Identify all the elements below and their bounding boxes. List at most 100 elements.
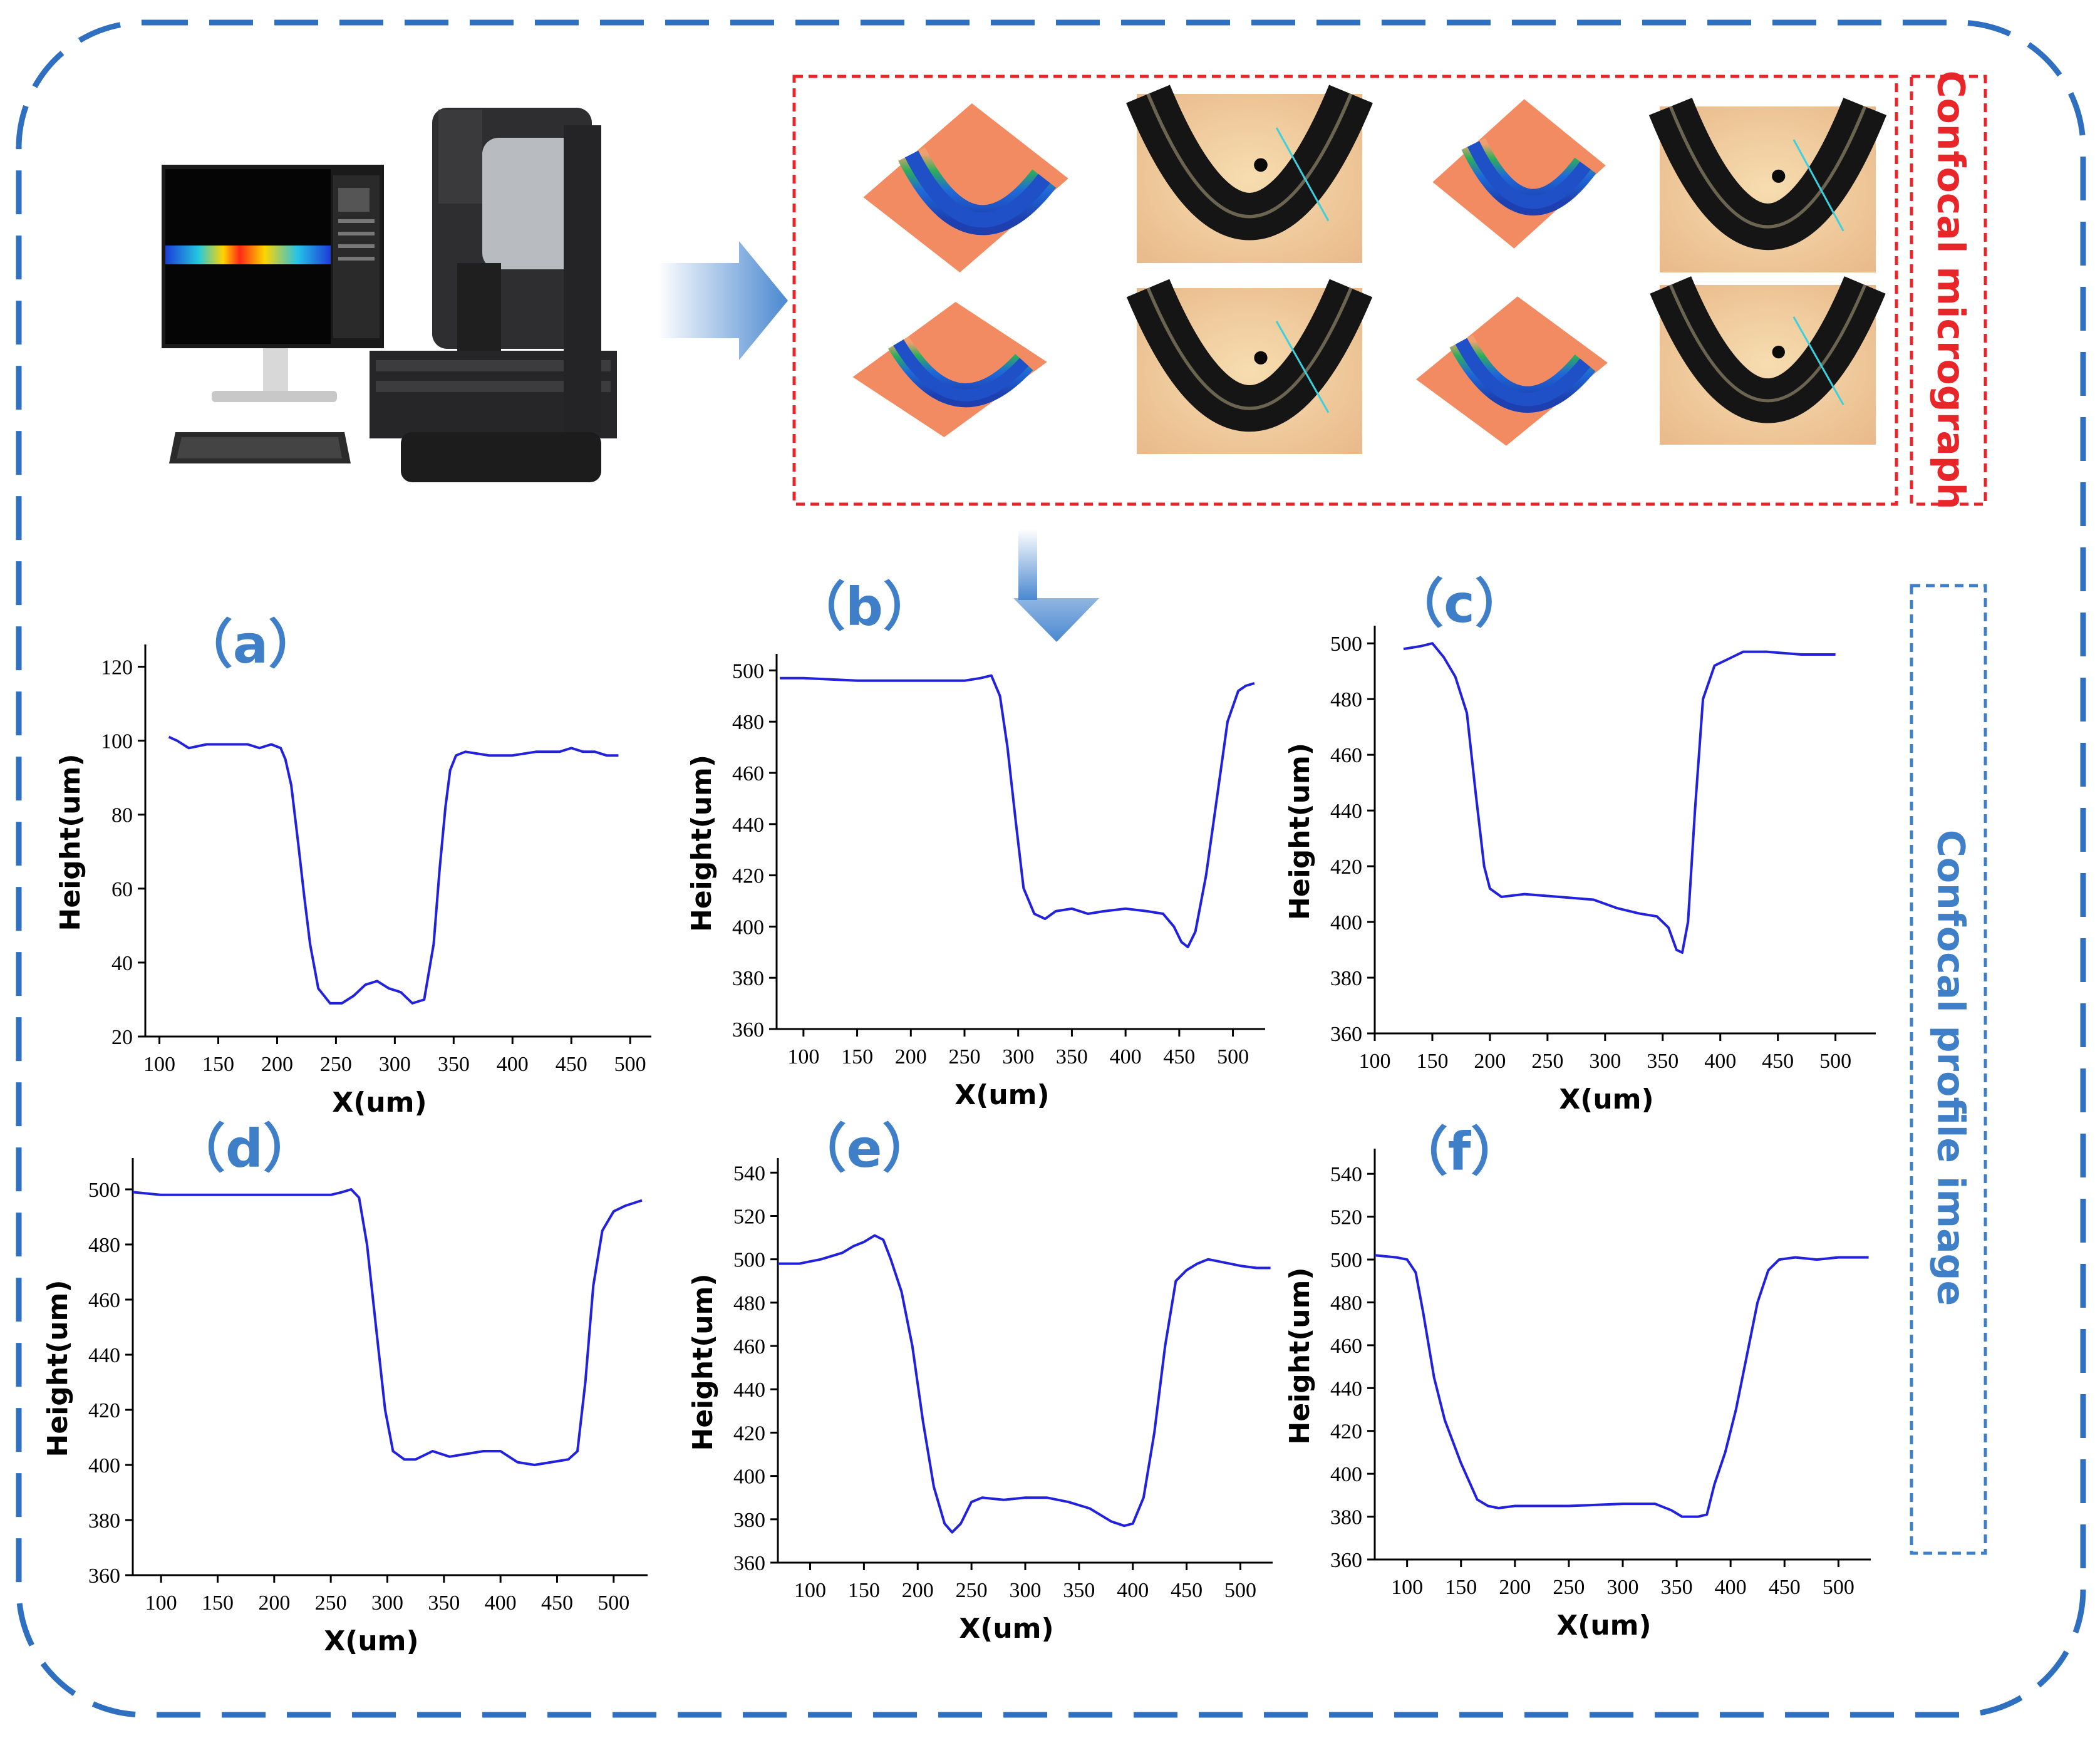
y-tick-label: 480 <box>733 1292 765 1315</box>
panel-label: （c） <box>1391 573 1528 634</box>
x-tick-label: 100 <box>1359 1050 1391 1073</box>
y-tick-label: 380 <box>1330 1506 1362 1529</box>
y-tick-label: 360 <box>1330 1023 1362 1046</box>
x-tick-label: 300 <box>1589 1050 1621 1073</box>
y-tick-label: 60 <box>111 878 133 901</box>
chart-d: （d） 100 150 200 250 300 350 400 450 500 360 380 400 4… <box>42 1118 648 1657</box>
x-axis-label: X(um) <box>954 1079 1049 1111</box>
x-tick-label: 250 <box>949 1045 981 1068</box>
flow-arrow-right-icon <box>658 241 788 360</box>
panel-label: （a） <box>180 614 321 675</box>
y-tick-label: 420 <box>1330 856 1362 879</box>
chart-b: （b） 100 150 200 250 300 350 400 450 500 360 380 400 4… <box>686 576 1265 1111</box>
chart-f: （f） 100 150 200 250 300 350 400 450 500 360 380 400 4… <box>1284 1121 1871 1642</box>
x-axis-label: X(um) <box>959 1613 1053 1645</box>
x-tick-label: 450 <box>1171 1579 1203 1602</box>
height-map-3d-image <box>1432 99 1606 249</box>
y-tick-label: 120 <box>101 656 133 680</box>
x-tick-label: 300 <box>1010 1579 1042 1602</box>
flow-arrow-down-icon <box>1013 529 1099 642</box>
x-tick-label: 200 <box>261 1053 293 1076</box>
y-tick-label: 40 <box>111 952 133 975</box>
y-tick-label: 400 <box>1330 1463 1362 1486</box>
x-tick-label: 100 <box>145 1591 177 1615</box>
x-tick-label: 200 <box>258 1591 290 1615</box>
x-tick-label: 150 <box>202 1053 234 1076</box>
profile-line <box>168 735 619 1005</box>
micrograph-label-box <box>1910 75 1987 506</box>
y-tick-label: 440 <box>1330 1377 1362 1400</box>
x-tick-label: 250 <box>1531 1050 1563 1073</box>
x-axis-label: X(um) <box>332 1087 427 1119</box>
panel-label: （b） <box>793 576 936 638</box>
y-tick-label: 420 <box>1330 1420 1362 1444</box>
instrument-illustration <box>162 108 617 482</box>
x-tick-label: 400 <box>497 1053 529 1076</box>
y-tick-label: 420 <box>88 1399 120 1422</box>
confocal-microscope-icon <box>370 108 617 482</box>
y-axis-label: Height(um) <box>686 755 718 932</box>
x-tick-label: 250 <box>1553 1576 1585 1599</box>
profile-line <box>1374 1254 1869 1518</box>
y-tick-label: 380 <box>88 1509 120 1533</box>
y-tick-label: 440 <box>732 814 764 837</box>
x-tick-label: 500 <box>1819 1050 1851 1073</box>
y-tick-label: 540 <box>733 1162 765 1185</box>
profile-line <box>1403 642 1836 954</box>
x-tick-label: 350 <box>1056 1045 1088 1068</box>
x-tick-label: 150 <box>841 1045 873 1068</box>
x-tick-label: 250 <box>956 1579 988 1602</box>
y-tick-label: 380 <box>733 1509 765 1532</box>
y-tick-label: 360 <box>733 1552 765 1575</box>
y-axis-label: Height(um) <box>42 1280 74 1457</box>
y-tick-label: 400 <box>1330 911 1362 934</box>
y-tick-label: 440 <box>88 1344 120 1367</box>
y-tick-label: 420 <box>732 865 764 888</box>
x-tick-label: 250 <box>315 1591 347 1615</box>
y-tick-label: 480 <box>1330 688 1362 711</box>
y-tick-label: 460 <box>1330 744 1362 767</box>
y-tick-label: 360 <box>1330 1549 1362 1572</box>
x-tick-label: 150 <box>1445 1576 1477 1599</box>
x-tick-label: 400 <box>1110 1045 1142 1068</box>
micrograph-box <box>792 75 1898 506</box>
y-tick-label: 460 <box>1330 1335 1362 1358</box>
x-tick-label: 300 <box>371 1591 403 1615</box>
y-tick-label: 440 <box>1330 800 1362 823</box>
x-tick-label: 500 <box>1217 1045 1249 1068</box>
y-tick-label: 400 <box>733 1466 765 1489</box>
x-tick-label: 450 <box>556 1053 587 1076</box>
profile-line <box>132 1188 643 1466</box>
x-tick-label: 100 <box>794 1579 826 1602</box>
x-tick-label: 150 <box>848 1579 880 1602</box>
y-tick-label: 80 <box>111 804 133 827</box>
x-tick-label: 100 <box>143 1053 175 1076</box>
y-tick-label: 480 <box>732 711 764 734</box>
x-tick-label: 350 <box>428 1591 460 1615</box>
optical-micrograph-image <box>1648 98 1887 272</box>
x-tick-label: 200 <box>1499 1576 1531 1599</box>
y-tick-label: 480 <box>1330 1291 1362 1315</box>
y-tick-label: 500 <box>88 1179 120 1202</box>
optical-micrograph-image <box>1650 276 1886 445</box>
x-tick-label: 250 <box>320 1053 352 1076</box>
x-tick-label: 500 <box>597 1591 629 1615</box>
y-tick-label: 520 <box>733 1205 765 1228</box>
x-tick-label: 100 <box>1391 1576 1423 1599</box>
micrograph-grid <box>852 85 1887 454</box>
x-tick-label: 350 <box>1647 1050 1678 1073</box>
profile-charts: （a） 100 150 200 250 300 350 400 450 500 20 40 60 80 10… <box>42 573 1876 1657</box>
optical-micrograph-image <box>1126 279 1373 454</box>
y-tick-label: 460 <box>88 1289 120 1312</box>
x-tick-label: 450 <box>1163 1045 1195 1068</box>
y-tick-label: 360 <box>88 1565 120 1588</box>
y-tick-label: 500 <box>1330 633 1362 656</box>
x-tick-label: 350 <box>1063 1579 1095 1602</box>
chart-a: （a） 100 150 200 250 300 350 400 450 500 20 40 60 80 10… <box>54 614 651 1119</box>
y-tick-label: 520 <box>1330 1206 1362 1229</box>
profile-label: Confocal profile image <box>1928 830 1972 1306</box>
y-tick-label: 380 <box>1330 967 1362 990</box>
x-tick-label: 450 <box>541 1591 573 1615</box>
x-tick-label: 400 <box>1715 1576 1747 1599</box>
